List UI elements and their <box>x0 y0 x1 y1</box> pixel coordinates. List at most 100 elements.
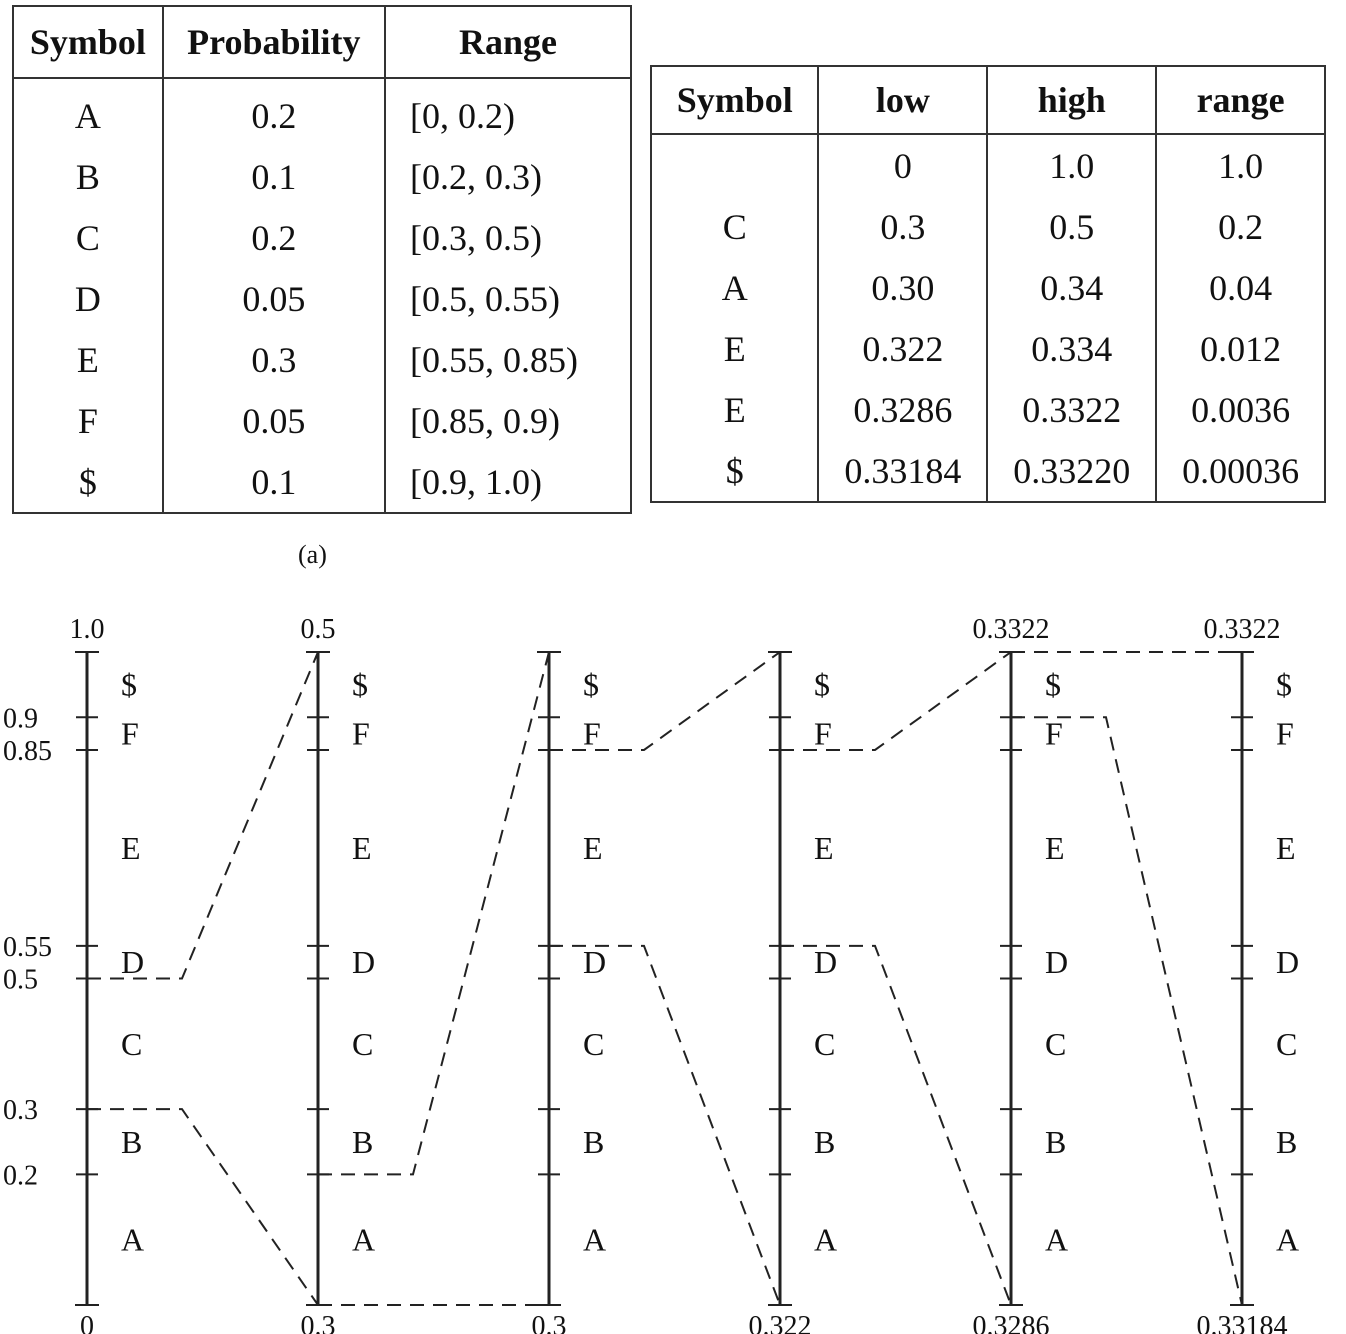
symbol-label: $ <box>121 667 137 703</box>
tick-label: 0.55 <box>3 932 52 963</box>
encoding-table-cell: 0.2 <box>1155 196 1326 257</box>
interval-diagram: A B C D E F $1.0 0 A B C D E F $0.5 0.3 A B C D E F $0.3 A B C D E F… <box>3 614 1299 1334</box>
symbol-label: C <box>814 1026 835 1062</box>
symbol-label: A <box>814 1222 837 1258</box>
zoom-connector-high <box>549 651 781 751</box>
symbol-label: $ <box>352 667 368 703</box>
encoding-table-cell: 0.322 <box>817 318 989 379</box>
symbol-label: F <box>1276 716 1294 752</box>
encoding-table-cell: 0.00036 <box>1155 440 1326 503</box>
probability-table-cell: F <box>12 390 164 451</box>
encoding-table-row: 0 1.0 1.0 <box>649 134 1326 196</box>
symbol-label: D <box>121 944 144 980</box>
interval-low-label: 0.3 <box>532 1311 567 1334</box>
encoding-table-cell: E <box>649 379 820 440</box>
probability-table-header: Symbol Probability Range <box>12 5 632 79</box>
probability-table-row: B 0.1 [0.2, 0.3) <box>12 146 632 207</box>
symbol-label: C <box>1276 1026 1297 1062</box>
interval-high-label: 0.3322 <box>1204 614 1281 645</box>
interval-low-label: 0.3286 <box>973 1311 1050 1334</box>
encoding-table-cell: 0 <box>817 134 989 196</box>
encoding-table-cell: E <box>649 318 820 379</box>
probability-table-row: C 0.2 [0.3, 0.5) <box>12 207 632 268</box>
probability-table-cell: [0.2, 0.3) <box>384 146 632 207</box>
encoding-table-header: Symbol low high range <box>649 65 1326 135</box>
zoom-connector-high <box>780 651 1012 751</box>
probability-table-cell: D <box>12 268 164 329</box>
encoding-table-cell: 1.0 <box>986 134 1158 196</box>
probability-table-header-cell: Range <box>384 5 632 79</box>
encoding-table-cell: 0.33184 <box>817 440 989 503</box>
symbol-label: $ <box>1045 667 1061 703</box>
probability-table: Symbol Probability Range A 0.2 [0, 0.2) B 0.1[… <box>12 5 632 514</box>
encoding-table-cell: 0.012 <box>1155 318 1326 379</box>
encoding-table-cell: A <box>649 257 820 318</box>
symbol-label: B <box>352 1124 373 1160</box>
interval-low-label: 0.33184 <box>1197 1311 1288 1334</box>
symbol-label: $ <box>583 667 599 703</box>
symbol-label: F <box>352 716 370 752</box>
encoding-table-header-cell: high <box>986 65 1158 135</box>
probability-table-row: A 0.2 [0, 0.2) <box>12 78 632 146</box>
interval-low-label: 0.322 <box>749 1311 812 1334</box>
encoding-table-cell: 0.334 <box>986 318 1158 379</box>
zoom-connector-low <box>1011 716 1243 1306</box>
probability-table-cell: [0.3, 0.5) <box>384 207 632 268</box>
encoding-table-row: E 0.3286 0.3322 0.0036 <box>649 379 1326 440</box>
encoding-table-body: 0 1.0 1.0 C 0.3 0.5 0.2 A 0.30 0.34 0.04 E 0.322 0.33… <box>649 134 1326 503</box>
probability-table-cell: E <box>12 329 164 390</box>
symbol-label: $ <box>814 667 830 703</box>
probability-table-row: D 0.05 [0.5, 0.55) <box>12 268 632 329</box>
encoding-table-cell <box>649 134 820 196</box>
symbol-label: B <box>1276 1124 1297 1160</box>
probability-table-cell: 0.1 <box>161 146 387 207</box>
probability-table-cell: 0.2 <box>161 78 387 146</box>
encoding-table-cell: 0.5 <box>986 196 1158 257</box>
symbol-label: D <box>352 944 375 980</box>
symbol-label: B <box>814 1124 835 1160</box>
probability-table-cell: [0, 0.2) <box>384 78 632 146</box>
encoding-table-row: C 0.3 0.5 0.2 <box>649 196 1326 257</box>
symbol-label: F <box>583 716 601 752</box>
probability-table-cell: [0.9, 1.0) <box>384 451 632 514</box>
probability-table-cell: 0.2 <box>161 207 387 268</box>
symbol-label: B <box>583 1124 604 1160</box>
probability-table-cell: 0.1 <box>161 451 387 514</box>
probability-table-cell: 0.05 <box>161 268 387 329</box>
probability-table-cell: A <box>12 78 164 146</box>
tick-label: 0.85 <box>3 736 52 767</box>
encoding-table-row: $0.33184 0.33220 0.00036 <box>649 440 1326 503</box>
encoding-table-cell: 0.0036 <box>1155 379 1326 440</box>
symbol-label: E <box>583 830 603 866</box>
interval-high-label: 0.3322 <box>973 614 1050 645</box>
encoding-table-cell: 0.3286 <box>817 379 989 440</box>
probability-table-cell: [0.5, 0.55) <box>384 268 632 329</box>
symbol-label: D <box>1045 944 1068 980</box>
probability-table-row: $0.1 [0.9, 1.0) <box>12 451 632 514</box>
encoding-table-cell: 0.33220 <box>986 440 1158 503</box>
symbol-label: A <box>352 1222 375 1258</box>
interval-high-label: 1.0 <box>70 614 105 645</box>
probability-table-row: F 0.05 [0.85, 0.9) <box>12 390 632 451</box>
encoding-table-cell: 1.0 <box>1155 134 1326 196</box>
probability-table-cell: 0.05 <box>161 390 387 451</box>
zoom-connector-high <box>87 651 319 980</box>
encoding-table-header-cell: range <box>1155 65 1326 135</box>
symbol-label: E <box>121 830 141 866</box>
symbol-label: A <box>1276 1222 1299 1258</box>
zoom-connector-low <box>549 944 781 1306</box>
encoding-table-cell: 0.3 <box>817 196 989 257</box>
probability-table-cell: $ <box>12 451 164 514</box>
encoding-steps-table: Symbol low high range 0 1.0 1.0 C 0.3 0.5 0.2 A 0.3… <box>649 65 1326 503</box>
interval-low-label: 0.3 <box>301 1311 336 1334</box>
symbol-label: E <box>1045 830 1065 866</box>
symbol-label: F <box>121 716 139 752</box>
symbol-label: C <box>583 1026 604 1062</box>
symbol-label: E <box>1276 830 1296 866</box>
zoom-connector-low <box>87 1108 319 1306</box>
symbol-label: E <box>814 830 834 866</box>
encoding-table-cell: C <box>649 196 820 257</box>
symbol-label: $ <box>1276 667 1292 703</box>
interval-high-label: 0.5 <box>301 614 336 645</box>
symbol-label: A <box>1045 1222 1068 1258</box>
